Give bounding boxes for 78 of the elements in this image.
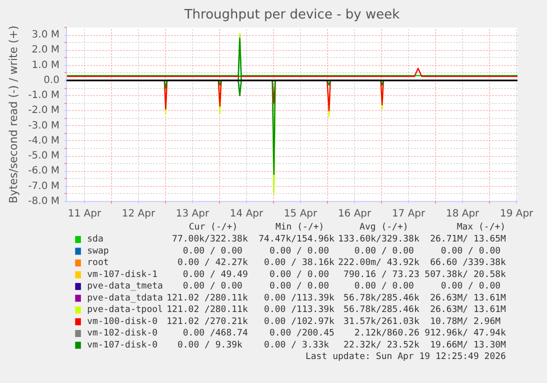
legend-label: swap	[87, 246, 109, 256]
y-tick-label: -3.0 M	[28, 120, 60, 132]
y-tick-label: -5.0 M	[28, 150, 60, 162]
text: 790.16 / 73.23	[344, 270, 420, 280]
x-tick-label: 19 Apr	[500, 208, 534, 220]
x-tick-label: 12 Apr	[122, 208, 156, 220]
x-tick-label: 15 Apr	[284, 208, 318, 220]
text: 133.60k/329.38k	[338, 234, 420, 244]
text: 26.63M/ 13.61M	[430, 293, 507, 304]
text: 0.00 / 0.00	[354, 282, 414, 292]
text: 507.38k/ 20.58k	[424, 270, 507, 280]
text: 10.78M/ 2.96M	[430, 316, 502, 327]
text: Min (-/+)	[275, 222, 324, 232]
text: 22.32k/ 23.52k	[344, 340, 420, 350]
text: 0.00 / 0.00	[269, 246, 330, 256]
text: 66.60 /339.38k	[430, 258, 507, 268]
legend-label: pve-data_tmeta	[87, 282, 163, 292]
y-tick-label: -1.0 M	[28, 90, 60, 102]
y-tick-label: -2.0 M	[28, 105, 60, 116]
y-tick-label: -6.0 M	[28, 166, 60, 177]
y-tick-label: 3.0 M	[32, 30, 60, 41]
y-tick-label: 1.0 M	[32, 60, 60, 71]
legend-label: vm-102-disk-0	[87, 328, 158, 338]
text: 0.00 / 0.00	[269, 270, 330, 280]
text: 0.00 / 42.27k	[177, 258, 248, 268]
x-tick-label: 18 Apr	[446, 208, 480, 220]
text: 19.66M/ 13.30M	[430, 340, 507, 350]
text: 0.00 / 3.33k	[264, 340, 330, 350]
legend-label: root	[87, 258, 109, 268]
text: 77.00k/322.38k	[172, 234, 248, 244]
y-tick-label: -8.0 M	[28, 196, 60, 207]
text: 2.12k/860.26	[354, 328, 420, 338]
legend-label: pve-data_tdata	[87, 293, 163, 304]
text: 912.96k/ 47.94k	[424, 328, 507, 338]
chart-title: Throughput per device - by week	[183, 8, 400, 22]
text: 0.00 /113.39k	[264, 293, 336, 304]
text: 26.71M/ 13.65M	[430, 234, 507, 244]
text: 121.02 /280.11k	[166, 293, 248, 304]
text: 121.02 /270.21k	[166, 316, 248, 327]
text: Cur (-/+)	[188, 222, 238, 232]
legend-label: vm-107-disk-1	[87, 270, 158, 280]
legend-label: sda	[87, 234, 104, 244]
text: 56.78k/285.46k	[344, 305, 420, 315]
text: 0.00 / 0.00	[269, 282, 330, 292]
y-tick-label: -7.0 M	[28, 180, 60, 192]
text: 0.00 /102.97k	[264, 316, 336, 327]
text: 0.00 /468.74	[182, 328, 248, 338]
text: 222.00m/ 43.92k	[338, 258, 420, 268]
text: 31.57k/261.03k	[344, 316, 420, 327]
legend-label: vm-100-disk-0	[87, 316, 158, 327]
legend-label: vm-107-disk-0	[87, 340, 158, 350]
text: 0.00 /200.45	[269, 328, 334, 338]
y-axis-title: Bytes/second read (-) / write (+)	[7, 26, 20, 204]
text: 0.00 / 9.39k	[177, 340, 244, 350]
y-tick-label: 0.0	[44, 74, 60, 86]
y-tick-label: -4.0 M	[28, 135, 60, 146]
text: 0.00 / 0.00	[182, 282, 242, 292]
text: 0.00 / 38.16k	[264, 258, 336, 268]
y-tick-label: 2.0 M	[32, 44, 60, 56]
text: 0.00 / 0.00	[440, 246, 501, 256]
text: 74.47k/154.96k	[258, 234, 336, 244]
x-tick-label: 11 Apr	[68, 208, 102, 220]
legend-label: pve-data-tpool	[87, 305, 163, 315]
text: 26.63M/ 13.61M	[430, 305, 507, 315]
text: Last update: Sun Apr 19 12:25:49 2026	[305, 352, 506, 362]
x-tick-label: 16 Apr	[338, 208, 372, 220]
text: 0.00 / 49.49	[182, 270, 248, 280]
x-tick-label: 14 Apr	[230, 208, 264, 220]
text: 0.00 / 0.00	[182, 246, 242, 256]
text: 0.00 / 0.00	[440, 282, 501, 292]
text: 56.78k/285.46k	[344, 293, 420, 304]
x-tick-label: 17 Apr	[392, 208, 426, 220]
text: 0.00 /113.39k	[264, 305, 336, 315]
text: Max (-/+)	[456, 222, 506, 232]
text: 0.00 / 0.00	[354, 246, 414, 256]
text: Avg (-/+)	[360, 222, 408, 232]
text: 121.02 /280.11k	[166, 305, 248, 315]
x-tick-label: 13 Apr	[176, 208, 210, 220]
